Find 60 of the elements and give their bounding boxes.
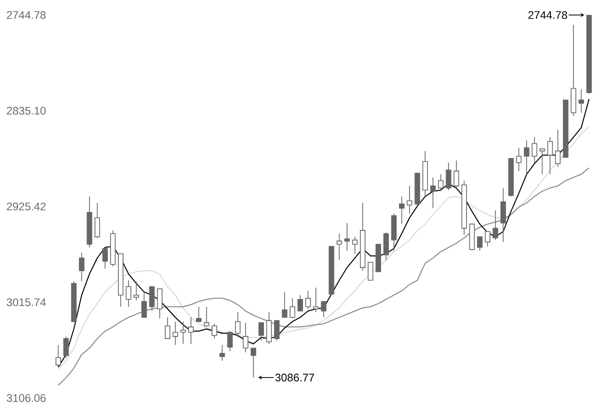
candlestick	[78, 252, 84, 282]
candlestick	[352, 236, 358, 254]
candlestick	[336, 233, 342, 261]
candlestick	[492, 210, 498, 240]
candlestick	[196, 306, 202, 322]
candlestick	[102, 248, 108, 270]
candlestick	[134, 280, 140, 301]
candlestick	[438, 174, 444, 192]
annotation: 2744.78	[528, 11, 568, 19]
y-tick-label: 2835.10	[6, 106, 46, 115]
candlestick	[242, 322, 248, 353]
candlestick	[430, 177, 436, 209]
candlestick	[516, 147, 522, 172]
y-tick-label: 3106.06	[6, 394, 46, 402]
candlestick	[204, 306, 210, 328]
candlestick	[126, 280, 132, 308]
candlestick	[219, 344, 225, 362]
candlestick	[56, 344, 61, 368]
y-tick-label: 3015.74	[6, 298, 46, 306]
candlestick	[274, 320, 280, 342]
candlestick	[368, 262, 374, 281]
candlestick	[477, 236, 483, 251]
candlestick	[446, 162, 452, 191]
candlestick	[172, 321, 178, 346]
candlestick	[383, 232, 389, 261]
candlestick	[235, 312, 241, 338]
candlestick	[344, 222, 350, 251]
candlestick	[524, 140, 530, 174]
y-tick-label: 2925.42	[6, 202, 46, 210]
y-tick-label: 2744.78	[6, 11, 46, 19]
candlestick	[164, 316, 170, 339]
candlestick	[156, 288, 162, 319]
candlestick	[555, 129, 561, 168]
candlestick	[298, 294, 303, 312]
candlestick	[578, 89, 584, 114]
candlestick	[320, 301, 326, 318]
candlestick	[540, 148, 545, 175]
candlestick	[406, 186, 412, 214]
candlestick	[227, 330, 233, 352]
candlestick	[250, 348, 256, 378]
candlestick	[290, 298, 296, 319]
candlestick	[188, 316, 194, 344]
candlestick	[305, 290, 311, 310]
candlestick	[500, 188, 506, 242]
candlestick	[313, 287, 319, 312]
candlestick	[141, 292, 147, 318]
candlestick	[94, 202, 100, 238]
candlestick	[258, 322, 264, 342]
candlestick	[63, 336, 69, 358]
candlestick	[282, 292, 288, 318]
candlestick	[398, 196, 404, 224]
candlestick	[180, 321, 186, 344]
candlestick	[532, 136, 538, 164]
candlestick	[547, 136, 553, 175]
candlestick	[212, 323, 218, 339]
candlestick	[266, 312, 272, 344]
candlestick	[454, 160, 460, 188]
annotation: 3086.77	[275, 374, 314, 382]
candlestick	[149, 286, 155, 312]
candlestick	[484, 231, 490, 247]
